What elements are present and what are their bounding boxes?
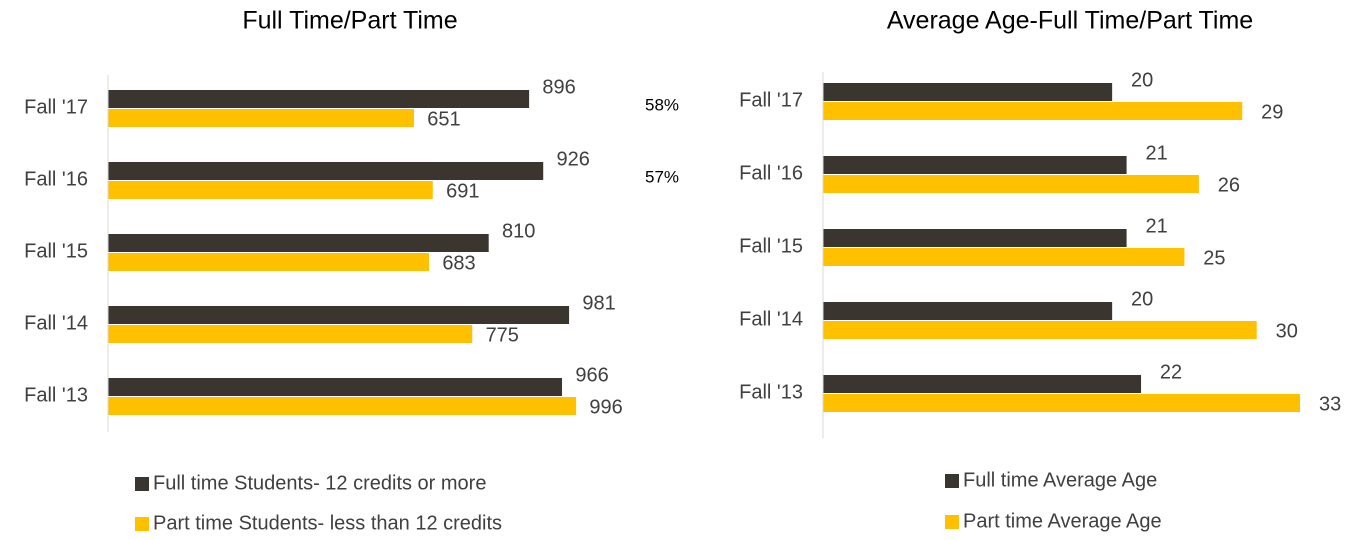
bar: [108, 253, 430, 271]
legend-label: Full time Students- 12 credits or more: [153, 472, 486, 494]
bar: [823, 102, 1243, 120]
y-tick-label: Fall '16: [739, 162, 803, 184]
data-label: 691: [446, 180, 479, 202]
bar: [823, 394, 1301, 412]
bar: [108, 181, 433, 199]
data-label: 22: [1160, 361, 1182, 383]
y-tick-label: Fall '17: [24, 96, 88, 118]
legend-swatch: [945, 474, 959, 488]
chart-title: Full Time/Part Time: [242, 7, 457, 35]
y-tick-label: Fall '16: [24, 168, 88, 190]
y-tick-label: Fall '17: [739, 89, 803, 111]
data-label: 926: [557, 148, 590, 170]
annotation: 57%: [645, 167, 679, 186]
data-label: 810: [502, 220, 535, 242]
bar: [108, 325, 473, 343]
legend-swatch: [135, 517, 149, 531]
legend-label: Part time Average Age: [963, 510, 1162, 532]
y-tick-label: Fall '13: [739, 381, 803, 403]
data-label: 775: [486, 324, 519, 346]
bar: [823, 375, 1142, 393]
data-label: 966: [575, 364, 608, 386]
bar: [108, 109, 414, 127]
bar: [108, 162, 544, 180]
bar: [108, 234, 489, 252]
bar: [823, 302, 1113, 320]
data-label: 996: [589, 396, 622, 418]
bar: [108, 306, 570, 324]
y-tick-label: Fall '14: [24, 312, 88, 334]
data-label: 29: [1261, 101, 1283, 123]
data-label: 21: [1145, 215, 1167, 237]
chart-title: Average Age-Full Time/Part Time: [887, 7, 1253, 35]
annotation: 58%: [645, 95, 679, 114]
data-label: 21: [1145, 142, 1167, 164]
y-tick-label: Fall '13: [24, 384, 88, 406]
data-label: 25: [1203, 247, 1225, 269]
bar: [108, 90, 530, 108]
data-label: 981: [582, 292, 615, 314]
bar: [823, 248, 1185, 266]
bar: [823, 156, 1127, 174]
legend-label: Full time Average Age: [963, 469, 1157, 491]
bar: [108, 378, 563, 396]
legend-swatch: [135, 477, 149, 491]
y-tick-label: Fall '15: [739, 235, 803, 257]
legend-swatch: [945, 515, 959, 529]
data-label: 26: [1218, 174, 1240, 196]
bar: [823, 321, 1257, 339]
data-label: 20: [1131, 69, 1153, 91]
data-label: 33: [1319, 393, 1341, 415]
bar: [108, 397, 577, 415]
bar: [823, 229, 1127, 247]
data-label: 20: [1131, 288, 1153, 310]
y-tick-label: Fall '14: [739, 308, 803, 330]
bar: [823, 175, 1199, 193]
data-label: 896: [542, 76, 575, 98]
data-label: 683: [442, 252, 475, 274]
legend-label: Part time Students- less than 12 credits: [153, 512, 502, 534]
y-tick-label: Fall '15: [24, 240, 88, 262]
bar: [823, 83, 1113, 101]
data-label: 651: [427, 108, 460, 130]
data-label: 30: [1276, 320, 1298, 342]
